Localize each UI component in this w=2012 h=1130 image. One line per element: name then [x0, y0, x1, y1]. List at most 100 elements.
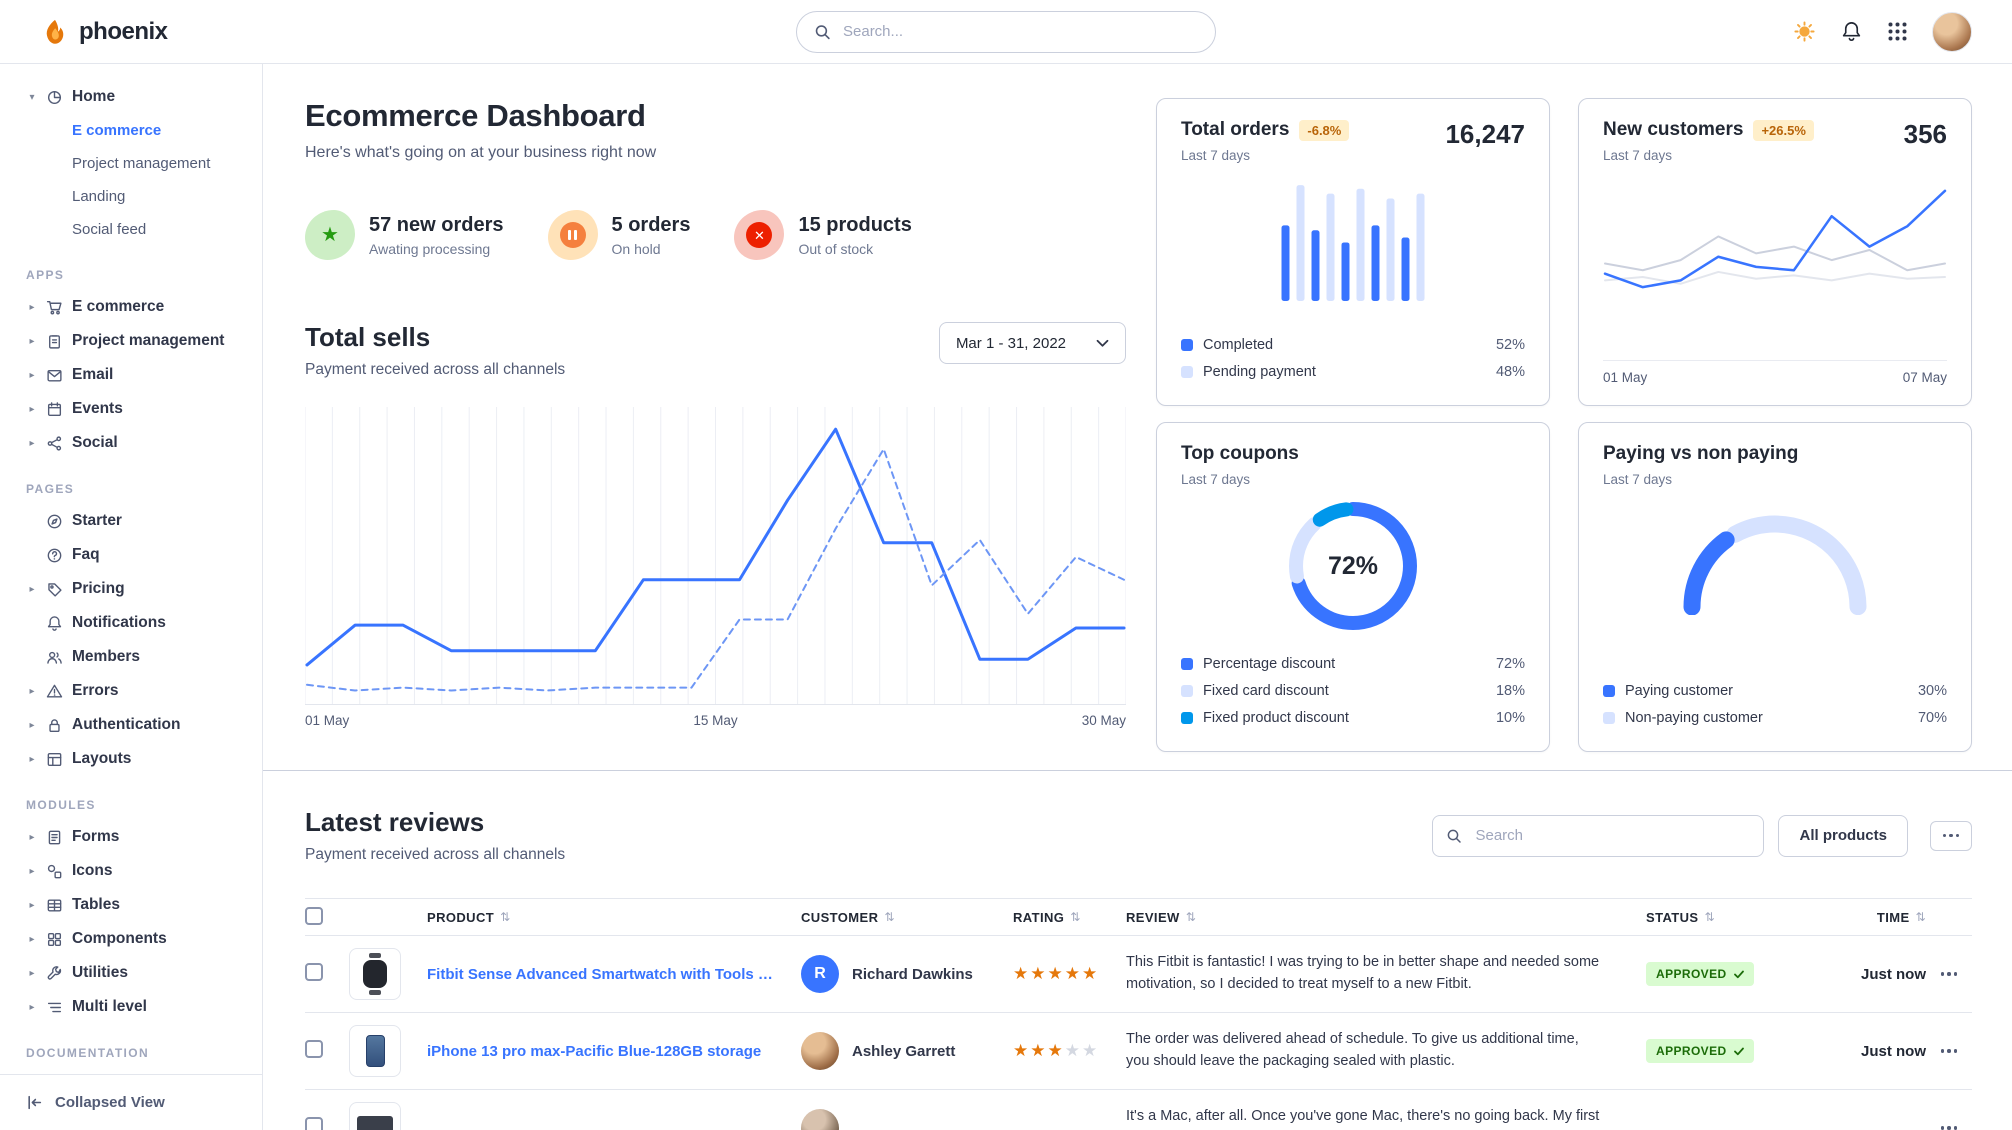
sidebar-item-home[interactable]: Home	[26, 80, 252, 114]
review-text: It's a Mac, after all. Once you've gone …	[1126, 1108, 1600, 1125]
home-submenu: E commerce Project management Landing Socia…	[26, 114, 252, 246]
phoenix-logo-icon	[40, 17, 70, 47]
product-image-mac[interactable]	[349, 1102, 401, 1130]
paying-legend: Paying customer 30% Non-paying customer 70%	[1603, 677, 1947, 731]
theme-toggle-sun-icon[interactable]	[1793, 20, 1816, 43]
sidebar-item-components[interactable]: Components	[26, 922, 252, 956]
chevron-right-icon	[26, 370, 38, 381]
date-range-select[interactable]: Mar 1 - 31, 2022	[938, 322, 1126, 364]
notifications-bell-icon[interactable]	[1840, 20, 1863, 43]
review-text: The order was delivered ahead of schedul…	[1126, 1031, 1579, 1069]
cart-icon	[46, 298, 64, 316]
sidebar-item-icons[interactable]: Icons	[26, 854, 252, 888]
new-customers-value: 356	[1903, 119, 1947, 149]
sidebar-item-errors[interactable]: Errors	[26, 674, 252, 708]
row-actions-button[interactable]	[1926, 1126, 1972, 1130]
card-title: Total orders	[1181, 119, 1290, 140]
search-input[interactable]	[796, 10, 1216, 53]
top-navbar: phoenix	[0, 0, 2012, 64]
sidebar-item-social[interactable]: Social	[26, 426, 252, 460]
product-link[interactable]: Fitbit Sense Advanced Smartwatch with To…	[427, 965, 785, 983]
sidebar-item-events[interactable]: Events	[26, 392, 252, 426]
review-text: This Fitbit is fantastic! I was trying t…	[1126, 954, 1600, 992]
puzzle-icon	[46, 930, 64, 948]
new-customers-card: New customers +26.5% Last 7 days 356 01 …	[1578, 98, 1972, 406]
legend-item: Paying customer 30%	[1603, 677, 1947, 704]
stat-out-of-stock: ✕ 15 products Out of stock	[734, 210, 912, 260]
rating-stars: ★★★★★	[1013, 1041, 1100, 1060]
row-checkbox[interactable]	[305, 1116, 323, 1130]
column-product[interactable]: PRODUCT	[427, 910, 801, 925]
collapse-icon	[26, 1094, 43, 1111]
row-checkbox[interactable]	[305, 1039, 323, 1058]
row-actions-button[interactable]	[1926, 972, 1972, 976]
chevron-right-icon	[26, 1002, 38, 1013]
all-products-button[interactable]: All products	[1778, 814, 1908, 857]
sidebar-item-landing[interactable]: Landing	[72, 188, 126, 205]
chevron-right-icon	[26, 968, 38, 979]
status-badge: APPROVED	[1646, 1039, 1754, 1063]
chevron-right-icon	[26, 584, 38, 595]
lock-icon	[46, 716, 64, 734]
stat-new-orders: ★ 57 new orders Awating processing	[305, 210, 504, 260]
column-status[interactable]: STATUS	[1646, 910, 1806, 925]
sidebar-item-faq[interactable]: Faq	[26, 538, 252, 572]
column-customer[interactable]: CUSTOMER	[801, 910, 1013, 925]
global-search	[796, 10, 1216, 53]
row-checkbox[interactable]	[305, 962, 323, 981]
new-customers-x-axis: 01 May 07 May	[1603, 360, 1947, 385]
sidebar-item-multi-level[interactable]: Multi level	[26, 990, 252, 1024]
review-time: Just now	[1860, 965, 1926, 983]
column-rating[interactable]: RATING	[1013, 910, 1126, 925]
sidebar-item-project-management[interactable]: Project management	[26, 324, 252, 358]
layout-icon	[46, 750, 64, 768]
total-sells-subtitle: Payment received across all channels	[305, 361, 566, 378]
reviews-table: PRODUCT CUSTOMER RATING REVIEW STATUS TI…	[305, 898, 1972, 1130]
legend-item: Fixed product discount 10%	[1181, 704, 1525, 731]
section-label-documentation: DOCUMENTATION	[26, 1046, 150, 1060]
sidebar-item-pricing[interactable]: Pricing	[26, 572, 252, 606]
column-review[interactable]: REVIEW	[1126, 910, 1646, 925]
table-header: PRODUCT CUSTOMER RATING REVIEW STATUS TI…	[305, 898, 1972, 936]
reviews-title: Latest reviews	[305, 807, 485, 837]
product-image-iphone[interactable]	[349, 1025, 401, 1077]
total-orders-value: 16,247	[1445, 119, 1525, 149]
collapsed-view-toggle[interactable]: Collapsed View	[0, 1074, 262, 1130]
user-avatar[interactable]	[1932, 11, 1972, 52]
sidebar-item-project-management[interactable]: Project management	[72, 155, 211, 172]
sidebar-item-notifications[interactable]: Notifications	[26, 606, 252, 640]
sidebar-item-email[interactable]: Email	[26, 358, 252, 392]
sidebar-item-layouts[interactable]: Layouts	[26, 742, 252, 776]
stat-orders-on-hold: 5 orders On hold	[547, 210, 690, 260]
sidebar-item-authentication[interactable]: Authentication	[26, 708, 252, 742]
legend-item: Completed 52%	[1181, 331, 1525, 358]
sidebar-item-social-feed[interactable]: Social feed	[72, 221, 147, 238]
trend-badge: +26.5%	[1753, 119, 1814, 141]
product-link[interactable]: iPhone 13 pro max-Pacific Blue-128GB sto…	[427, 1042, 762, 1060]
navbar-actions	[1793, 11, 1972, 52]
chevron-right-icon	[26, 404, 38, 415]
apps-grid-icon[interactable]	[1887, 21, 1908, 42]
file-icon	[46, 828, 64, 846]
sidebar-item-utilities[interactable]: Utilities	[26, 956, 252, 990]
rating-stars: ★★★★★	[1013, 964, 1100, 983]
select-all-checkbox[interactable]	[305, 906, 323, 925]
more-options-button[interactable]	[1930, 820, 1972, 851]
reviews-search-input[interactable]	[1432, 814, 1765, 857]
total-sells-chart	[305, 407, 1126, 705]
row-actions-button[interactable]	[1926, 1049, 1972, 1053]
users-icon	[46, 648, 64, 666]
sidebar-item-e-commerce[interactable]: E commerce	[26, 290, 252, 324]
table-row: iPhone 13 pro max-Pacific Blue-128GB sto…	[305, 1013, 1972, 1090]
sidebar-item-e-commerce[interactable]: E commerce	[72, 122, 162, 139]
column-time[interactable]: TIME	[1806, 910, 1926, 925]
product-image-smartwatch[interactable]	[349, 948, 401, 1000]
sidebar-item-tables[interactable]: Tables	[26, 888, 252, 922]
trend-badge: -6.8%	[1299, 119, 1350, 141]
sidebar-item-starter[interactable]: Starter	[26, 504, 252, 538]
customer-name: Richard Dawkins	[852, 965, 973, 983]
brand[interactable]: phoenix	[40, 17, 168, 47]
sidebar-item-members[interactable]: Members	[26, 640, 252, 674]
sidebar-item-forms[interactable]: Forms	[26, 820, 252, 854]
